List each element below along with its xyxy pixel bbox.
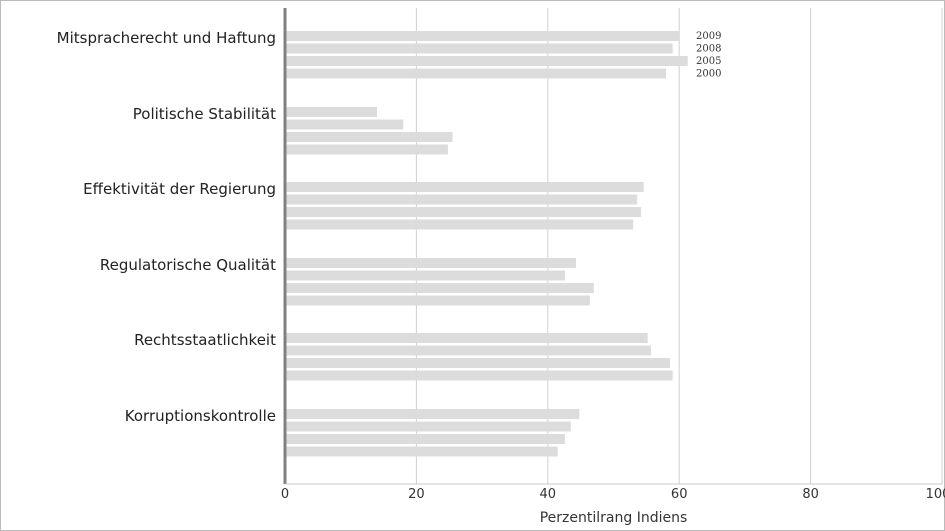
- gridlines: [415, 8, 943, 484]
- bar-3-2009: [285, 182, 644, 192]
- category-label-3: Effektivität der Regierung: [83, 180, 276, 198]
- category-label-2: Politische Stabilität: [133, 105, 276, 123]
- bar-3-2008: [285, 194, 638, 205]
- category-label-6: Korruptionskontrolle: [125, 407, 276, 425]
- bar-2-2005: [285, 132, 453, 142]
- bar-6-2005: [285, 434, 565, 444]
- bar-2-2009: [285, 107, 377, 117]
- bar-1-2008: [285, 43, 673, 54]
- legend-2008: 2008: [696, 44, 721, 55]
- bar-1-2005: [285, 56, 688, 66]
- bar-2-2008: [285, 119, 404, 130]
- bar-5-2009: [285, 333, 648, 343]
- bar-4-2005: [285, 283, 594, 293]
- category-label-1: Mitspracherecht und Haftung: [57, 29, 276, 47]
- bar-1-2009: [285, 31, 680, 41]
- bar-3-2005: [285, 207, 642, 217]
- bars: [285, 31, 688, 457]
- category-labels: Mitspracherecht und Haftung Politische St…: [57, 29, 276, 425]
- bar-3-2000: [285, 219, 634, 230]
- bar-5-2005: [285, 358, 671, 368]
- x-tick-20: 20: [408, 487, 425, 502]
- category-label-4: Regulatorische Qualität: [100, 256, 276, 274]
- x-axis-title: Perzentilrang Indiens: [540, 510, 688, 526]
- legend-2000: 2000: [696, 69, 721, 80]
- x-tick-40: 40: [540, 487, 557, 502]
- category-label-5: Rechtsstaatlichkeit: [134, 331, 276, 349]
- bar-4-2000: [285, 295, 590, 306]
- x-tick-100: 100: [926, 487, 945, 502]
- x-tick-0: 0: [281, 487, 289, 502]
- bar-4-2009: [285, 258, 577, 268]
- bar-5-2008: [285, 345, 651, 356]
- x-tick-labels: 0 20 40 60 80 100: [281, 487, 945, 502]
- bar-1-2000: [285, 68, 667, 79]
- legend-2005: 2005: [696, 56, 721, 67]
- bar-6-2000: [285, 446, 558, 457]
- x-tick-60: 60: [671, 487, 688, 502]
- bar-4-2008: [285, 270, 565, 281]
- legend-2009: 2009: [696, 31, 721, 42]
- x-tick-80: 80: [802, 487, 819, 502]
- bar-5-2000: [285, 370, 673, 381]
- bar-6-2009: [285, 409, 580, 419]
- bar-6-2008: [285, 421, 571, 432]
- bar-2-2000: [285, 144, 448, 155]
